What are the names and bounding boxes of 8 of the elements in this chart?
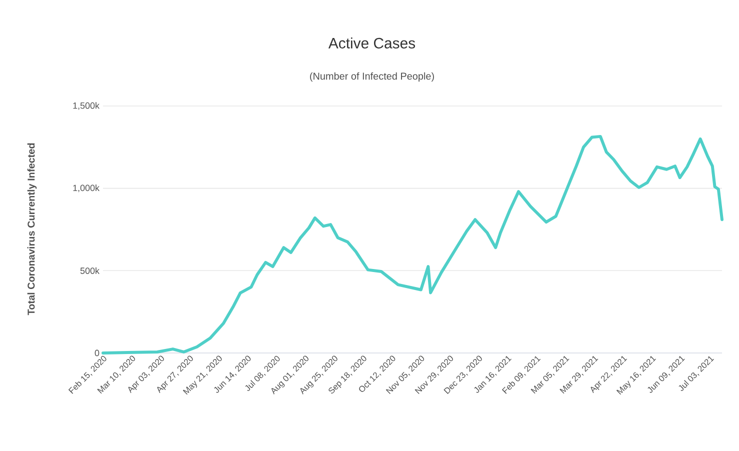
y-tick-label: 500k [80, 267, 100, 274]
chart-title: Active Cases [328, 38, 416, 48]
chart-subtitle: (Number of Infected People) [310, 72, 434, 82]
y-tick-label: 1,000k [73, 184, 100, 192]
y-tick-label: 1,500k [73, 102, 100, 110]
y-axis-title: Total Coronavirus Currently Infected [27, 143, 37, 316]
line-series [102, 134, 724, 354]
y-tick-label: 0 [94, 350, 100, 356]
